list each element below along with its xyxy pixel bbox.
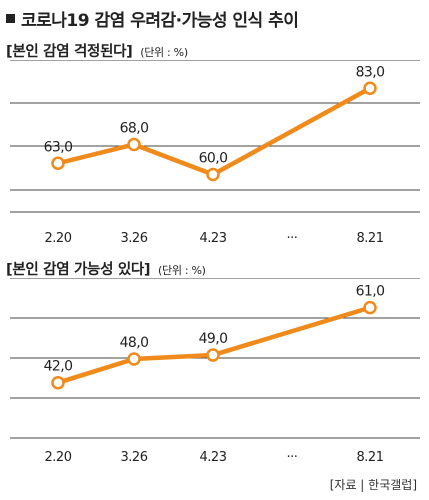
chart1-line-chart: 63,0 68,0 60,0 83,0 2.20 3.26 4.23 ··· 8.21 [10,60,420,246]
chart2-x-tick-label: 2.20 [45,450,72,465]
chart2-title: [본인 감염 가능성 있다] (단위 : %) [6,258,206,279]
chart2-x-tick-label: 3.26 [121,450,148,465]
chart2-x-tick-label: 4.23 [200,450,227,465]
chart2-x-tick-label: ··· [287,450,298,465]
chart1-x-tick-label: 4.23 [200,231,227,246]
chart2-point [363,300,377,315]
chart2-point [127,352,141,366]
chart1-point [127,137,141,152]
chart2-data-label: 42,0 [44,359,73,375]
title-bullet-icon [6,13,15,23]
chart1-data-label: 83,0 [356,64,385,80]
chart1-data-label: 63,0 [44,139,73,155]
chart1-title: [본인 감염 걱정된다] (단위 : %) [6,40,188,61]
chart1-title-text: [본인 감염 걱정된다] [6,44,133,60]
chart2-point [51,375,65,390]
chart2-line-chart: 42,0 48,0 49,0 61,0 2.20 3.26 4.23 ··· 8.21 [10,278,420,465]
title-row: 코로나19 감염 우려감·가능성 인식 추이 [4,6,299,31]
source-note: [자료 | 한국갤럽] [329,478,417,492]
chart2-x-tick-label: 8.21 [357,450,384,465]
chart2-data-label: 48,0 [120,335,149,351]
chart2-unit: (단위 : %) [158,264,206,277]
page-title: 코로나19 감염 우려감·가능성 인식 추이 [21,10,299,31]
chart1-data-label: 68,0 [120,121,149,137]
chart1-point [206,167,220,182]
chart1-x-tick-label: 8.21 [357,231,384,246]
chart1-series-line [55,86,373,177]
chart1-x-tick-label: ··· [287,231,298,246]
chart1-x-tick-label: 2.20 [45,231,72,246]
chart1-x-tick-label: 3.26 [121,231,148,246]
chart2-data-label: 49,0 [199,331,228,347]
chart1-data-label: 60,0 [199,151,228,167]
chart2-point [206,348,220,362]
chart1-point [51,156,65,170]
chart2-series-line [55,305,373,385]
chart1-unit: (단위 : %) [140,46,188,59]
chart2-data-label: 61,0 [356,284,385,300]
chart1-point [363,81,377,95]
chart2-title-text: [본인 감염 가능성 있다] [6,262,151,278]
